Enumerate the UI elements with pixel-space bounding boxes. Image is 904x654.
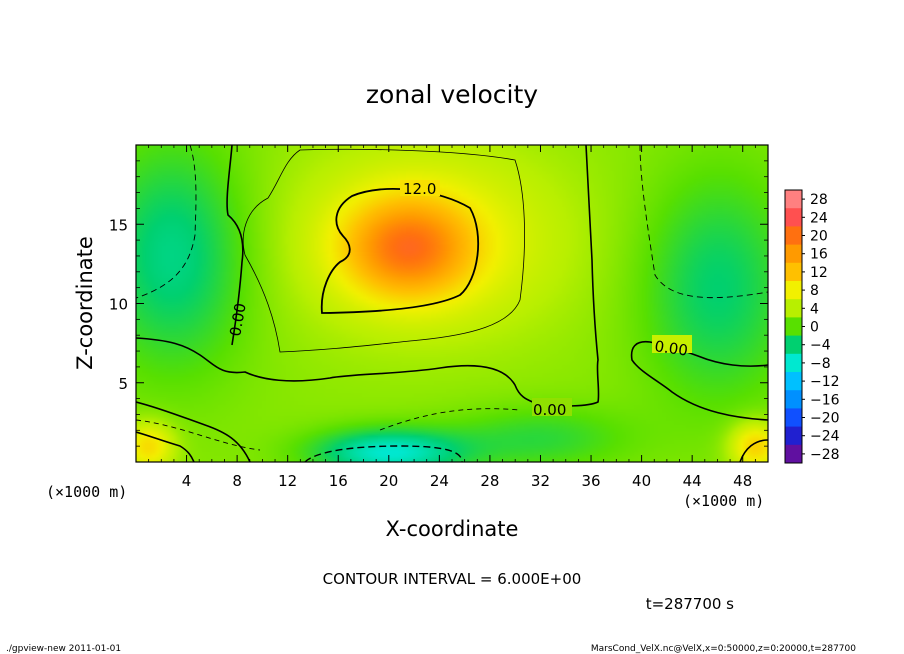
colorbar-label: 28 xyxy=(810,192,828,208)
contour-neg6-b xyxy=(639,145,768,299)
contour-label-zero-bottom: 0.00 xyxy=(533,401,566,419)
colorbar-label: −12 xyxy=(810,374,840,390)
x-tick-label: 48 xyxy=(733,472,752,490)
colorbar-label: −16 xyxy=(810,392,840,408)
contour-label-12: 12.0 xyxy=(403,180,436,198)
colorbar-label: 12 xyxy=(810,265,828,281)
plot-area xyxy=(135,144,769,463)
contour-6 xyxy=(242,148,525,353)
contour-zero-d xyxy=(226,145,244,346)
colorbar-label: −28 xyxy=(810,447,840,463)
colorbar-label: 20 xyxy=(810,229,828,245)
y-axis-label: Z-coordinate xyxy=(73,236,97,370)
contour-label-zero-vertical: 0.00 xyxy=(226,302,250,338)
contour-label-zero-right: 0.00 xyxy=(653,337,689,359)
x-unit-left: (×1000 m) xyxy=(46,483,127,501)
contour-12 xyxy=(320,187,480,314)
colorbar-swatch xyxy=(785,226,802,246)
colorbar-label: 4 xyxy=(810,301,819,317)
contour-lines xyxy=(136,145,768,462)
contour-zero-a xyxy=(136,145,600,407)
x-tick-label: 20 xyxy=(379,472,398,490)
colorbar-swatch xyxy=(785,244,802,264)
footer-right: MarsCond_VelX.nc@VelX,x=0:50000,z=0:2000… xyxy=(591,644,856,654)
contour-neg6-c xyxy=(304,445,463,462)
colorbar-swatch xyxy=(785,208,802,227)
time-text: t=287700 s xyxy=(646,595,734,613)
contour-zero-b xyxy=(630,340,768,421)
colorbar-label: 16 xyxy=(810,247,828,263)
colorbar-swatch xyxy=(785,281,802,300)
contour-pos6-bottom xyxy=(136,431,768,462)
colorbar: 28 24 20 16 12 8 4 0 −4 −8 −12 −16 −20 −24 −28 xyxy=(784,189,840,464)
colorbar-swatch xyxy=(785,190,802,209)
footer-left: ./gpview-new 2011-01-01 xyxy=(6,644,121,654)
colorbar-swatch xyxy=(785,426,802,446)
colorbar-label: −20 xyxy=(810,411,840,427)
contour-label-layer: 12.0 0.00 0.00 0.00 xyxy=(226,180,689,419)
colorbar-label: −24 xyxy=(810,429,840,445)
colorbar-swatch xyxy=(785,408,802,428)
colorbar-label: 8 xyxy=(810,283,819,299)
x-tick-label: 36 xyxy=(581,472,600,490)
contour-label-bg-0a xyxy=(532,398,572,416)
colorbar-label: −8 xyxy=(810,356,831,372)
colorbar-swatch xyxy=(785,444,802,464)
x-tick-label: 4 xyxy=(182,472,192,490)
chart-title: zonal velocity xyxy=(366,80,538,109)
x-tick-label: 44 xyxy=(683,472,702,490)
contour-label-bg-12 xyxy=(400,180,440,196)
x-tick-label: 24 xyxy=(430,472,449,490)
x-tick-label: 40 xyxy=(632,472,651,490)
x-axis: 4 8 12 16 20 24 28 32 36 40 44 48 xyxy=(148,145,756,490)
x-unit-right: (×1000 m) xyxy=(683,492,764,510)
x-tick-label: 32 xyxy=(531,472,550,490)
contour-zero-c xyxy=(136,401,251,462)
colorbar-label: 24 xyxy=(810,210,828,226)
y-tick-label: 5 xyxy=(118,375,128,393)
y-axis: 5 10 15 xyxy=(109,160,768,447)
x-axis-label: X-coordinate xyxy=(386,517,519,541)
velocity-field-image xyxy=(136,145,768,462)
colorbar-swatch xyxy=(785,353,802,373)
x-tick-label: 16 xyxy=(329,472,348,490)
x-tick-label: 12 xyxy=(278,472,297,490)
contour-label-bg-0b xyxy=(652,335,692,353)
contour-neg6-d xyxy=(136,408,521,451)
colorbar-swatch xyxy=(785,262,802,282)
colorbar-label: −4 xyxy=(810,338,831,354)
colorbar-swatch xyxy=(785,299,802,318)
contour-interval-text: CONTOUR INTERVAL = 6.000E+00 xyxy=(323,570,582,588)
colorbar-swatch xyxy=(785,390,802,409)
y-tick-label: 15 xyxy=(109,216,128,234)
x-tick-label: 28 xyxy=(480,472,499,490)
contour-neg6-a xyxy=(136,145,197,299)
colorbar-label: 0 xyxy=(810,320,819,336)
colorbar-swatch xyxy=(785,335,802,355)
y-tick-label: 10 xyxy=(109,296,128,314)
x-tick-label: 8 xyxy=(232,472,242,490)
colorbar-swatch xyxy=(785,372,802,391)
colorbar-swatch xyxy=(785,317,802,337)
